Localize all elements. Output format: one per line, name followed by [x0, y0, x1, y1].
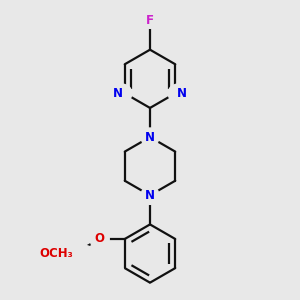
- Ellipse shape: [114, 84, 132, 102]
- Ellipse shape: [141, 186, 159, 204]
- Ellipse shape: [141, 128, 159, 146]
- Text: OCH₃: OCH₃: [39, 247, 73, 260]
- Ellipse shape: [48, 244, 97, 263]
- Text: N: N: [145, 130, 155, 144]
- Ellipse shape: [168, 84, 186, 102]
- Ellipse shape: [142, 12, 158, 28]
- Text: N: N: [113, 87, 123, 100]
- Text: F: F: [146, 14, 154, 27]
- Text: O: O: [94, 232, 104, 245]
- Text: N: N: [145, 189, 155, 202]
- Text: N: N: [177, 87, 187, 100]
- Ellipse shape: [90, 229, 109, 249]
